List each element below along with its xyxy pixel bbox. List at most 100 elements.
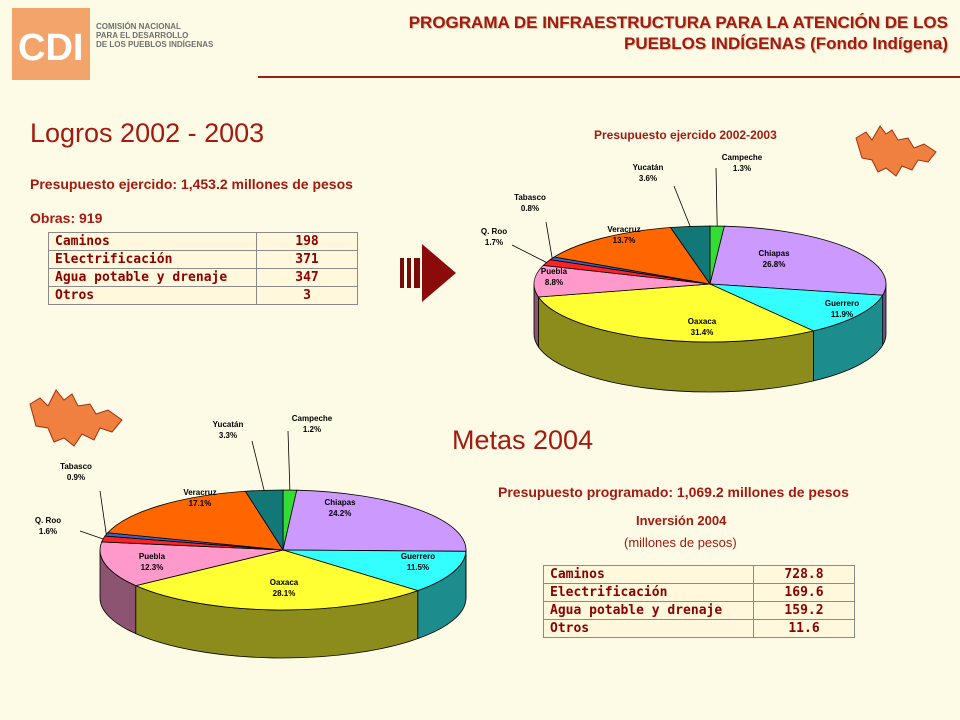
inversion-subtitle: (millones de pesos) bbox=[624, 535, 737, 550]
table-cell: 347 bbox=[256, 268, 358, 287]
pie-label-category: Yucatán bbox=[213, 420, 244, 429]
page-title-line1: PROGRAMA DE INFRAESTRUCTURA PARA LA ATEN… bbox=[408, 13, 948, 32]
pie-slice-oaxaca bbox=[134, 549, 420, 611]
pie-slice-puebla bbox=[99, 541, 284, 587]
pie-leader-line bbox=[673, 185, 691, 227]
table-cell: Caminos bbox=[48, 232, 257, 251]
pie-label-category: Q. Roo bbox=[481, 227, 507, 236]
pie-label-category: Chiapas bbox=[758, 249, 790, 258]
pie-label-value: 17.1% bbox=[189, 499, 212, 508]
pie-label-category: Campeche bbox=[292, 414, 333, 423]
pie-slice-guerrero bbox=[709, 283, 884, 332]
pie-label-category: Tabasco bbox=[514, 193, 546, 202]
pie-leader-line bbox=[287, 430, 291, 491]
table-row: Caminos 198 bbox=[48, 232, 358, 251]
table-row: Otros 3 bbox=[48, 286, 358, 305]
pie-label-category: Guerrero bbox=[825, 299, 859, 308]
logros-obras: Obras: 919 bbox=[30, 210, 103, 226]
pie-label-value: 1.7% bbox=[485, 238, 503, 247]
pie-label-value: 11.9% bbox=[831, 310, 853, 319]
pie-slice-oaxaca bbox=[537, 283, 815, 343]
table-cell: Otros bbox=[543, 619, 754, 638]
logo-caption: COMISIÓN NACIONAL PARA EL DESARROLLO DE … bbox=[96, 22, 213, 49]
cdi-logo-letters: CDI bbox=[18, 27, 83, 69]
table-cell: Otros bbox=[48, 286, 257, 305]
pie-label-category: Yucatán bbox=[633, 163, 664, 172]
pie-label-value: 26.8% bbox=[763, 260, 786, 269]
table-cell: 159.2 bbox=[753, 601, 855, 620]
logo-caption-line: DE LOS PUEBLOS INDÍGENAS bbox=[96, 40, 214, 49]
metas-table: Caminos 728.8 Electrificación 169.6 Agua p… bbox=[543, 565, 855, 638]
pie-label-category: Puebla bbox=[139, 552, 166, 561]
pie-label-category: Guerrero bbox=[401, 552, 435, 561]
pie-label-value: 8.8% bbox=[545, 278, 563, 287]
chart1-title: Presupuesto ejercido 2002-2003 bbox=[594, 128, 777, 142]
pie-label-value: 1.6% bbox=[39, 527, 57, 536]
page-title: PROGRAMA DE INFRAESTRUCTURA PARA LA ATEN… bbox=[328, 12, 948, 54]
pie-label-category: Q. Roo bbox=[35, 516, 61, 525]
state-map-icon bbox=[29, 389, 123, 447]
pie-label-category: Oaxaca bbox=[270, 578, 299, 587]
cdi-logo: CDI bbox=[12, 8, 90, 80]
logo-caption-line: PARA EL DESARROLLO bbox=[96, 31, 189, 40]
pie-leader-line bbox=[545, 221, 553, 259]
pie-slice-puebla bbox=[533, 264, 711, 298]
pie-leader-line bbox=[251, 440, 265, 491]
pie-leader-line bbox=[715, 167, 718, 227]
pie-label-value: 12.3% bbox=[141, 563, 164, 572]
logo-caption-line: COMISIÓN NACIONAL bbox=[96, 22, 181, 31]
page-title-line2: PUEBLOS INDÍGENAS (Fondo Indígena) bbox=[624, 34, 948, 53]
pie-slice-chiapas bbox=[282, 489, 467, 552]
pie-slice-veracruz bbox=[553, 227, 711, 285]
pie-label-value: 13.7% bbox=[613, 236, 636, 245]
table-cell: 371 bbox=[256, 250, 358, 269]
pie-label-category: Oaxaca bbox=[688, 317, 717, 326]
pie-label-value: 0.9% bbox=[67, 473, 85, 482]
pie-label-value: 3.6% bbox=[639, 174, 657, 183]
table-row: Agua potable y drenaje 347 bbox=[48, 268, 358, 287]
pie-slice-chiapas bbox=[709, 225, 887, 296]
table-cell: Agua potable y drenaje bbox=[48, 268, 257, 287]
pie-label-category: Veracruz bbox=[607, 225, 640, 234]
pie-leader-line bbox=[79, 530, 104, 540]
pie-label-category: Campeche bbox=[722, 153, 763, 162]
table-cell: Electrificación bbox=[48, 250, 257, 269]
table-row: Caminos 728.8 bbox=[543, 565, 855, 584]
logros-heading: Logros 2002 - 2003 bbox=[30, 118, 265, 148]
pie-label-value: 11.5% bbox=[407, 563, 429, 572]
pie-label-value: 3.3% bbox=[219, 431, 237, 440]
cdi-logo-mark: CDI bbox=[18, 27, 83, 69]
table-row: Electrificación 169.6 bbox=[543, 583, 855, 602]
pie-label-category: Veracruz bbox=[183, 488, 216, 497]
metas-budget: Presupuesto programado: 1,069.2 millones… bbox=[498, 484, 849, 500]
pie-leader-line bbox=[511, 244, 547, 263]
pie-label-value: 0.8% bbox=[521, 204, 539, 213]
pie-slice-guerrero bbox=[282, 549, 467, 592]
table-cell: Agua potable y drenaje bbox=[543, 601, 754, 620]
pie-label-category: Puebla bbox=[541, 267, 568, 276]
pie-label-category: Tabasco bbox=[60, 462, 92, 471]
table-cell: 3 bbox=[256, 286, 358, 305]
metas-heading: Metas 2004 bbox=[452, 425, 594, 455]
pie-label-value: 31.4% bbox=[691, 328, 714, 337]
inversion-title: Inversión 2004 bbox=[636, 513, 727, 528]
pie-label-value: 28.1% bbox=[273, 589, 296, 598]
table-row: Otros 11.6 bbox=[543, 619, 855, 638]
pie-leader-line bbox=[99, 490, 107, 535]
right-arrow-icon bbox=[400, 244, 456, 302]
table-cell: 11.6 bbox=[753, 619, 855, 638]
pie-label-category: Chiapas bbox=[324, 498, 356, 507]
pie-label-value: 1.3% bbox=[733, 164, 751, 173]
table-cell: 169.6 bbox=[753, 583, 855, 602]
table-cell: Electrificación bbox=[543, 583, 754, 602]
pie-chart-2004: Campeche 1.2% Chiapas 24.2% Guerrero 11.5% Oax… bbox=[35, 414, 467, 659]
table-cell: Caminos bbox=[543, 565, 754, 584]
pie-chart-2002-2003: Campeche 1.3% Chiapas 26.8% Guerrero 11.9% Oax… bbox=[481, 153, 887, 393]
pie-slice-veracruz bbox=[106, 490, 284, 551]
pie-label-value: 1.2% bbox=[303, 425, 321, 434]
table-cell: 728.8 bbox=[753, 565, 855, 584]
pie-label-value: 24.2% bbox=[329, 509, 352, 518]
title-divider bbox=[258, 76, 960, 78]
table-row: Agua potable y drenaje 159.2 bbox=[543, 601, 855, 620]
logros-budget: Presupuesto ejercido: 1,453.2 millones d… bbox=[30, 176, 353, 192]
